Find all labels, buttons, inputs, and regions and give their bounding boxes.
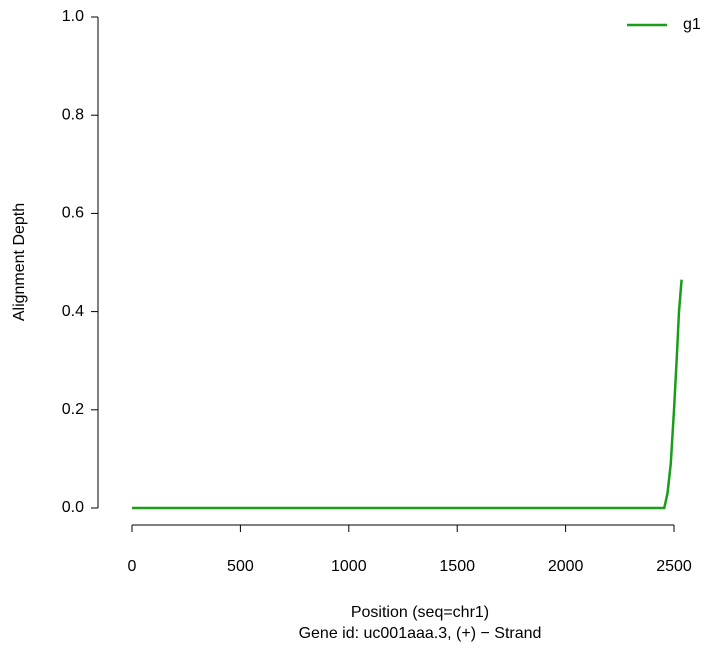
y-tick-label: 0.0 (62, 499, 84, 516)
x-tick-label: 2500 (656, 558, 692, 575)
y-tick-label: 1.0 (62, 8, 84, 25)
legend-label: g1 (683, 16, 701, 33)
x-axis-label: Position (seq=chr1) (351, 604, 489, 621)
x-tick-label: 500 (227, 558, 254, 575)
y-axis-label: Alignment Depth (11, 203, 28, 321)
y-tick-label: 0.4 (62, 303, 84, 320)
x-tick-label: 1000 (331, 558, 367, 575)
y-tick-label: 0.2 (62, 401, 84, 418)
y-tick-label: 0.8 (62, 106, 84, 123)
caption: Gene id: uc001aaa.3, (+) − Strand (299, 625, 542, 642)
x-tick-label: 0 (128, 558, 137, 575)
series-line (132, 279, 683, 510)
y-tick-label: 0.6 (62, 205, 84, 222)
x-tick-label: 1500 (439, 558, 475, 575)
x-tick-label: 2000 (548, 558, 584, 575)
